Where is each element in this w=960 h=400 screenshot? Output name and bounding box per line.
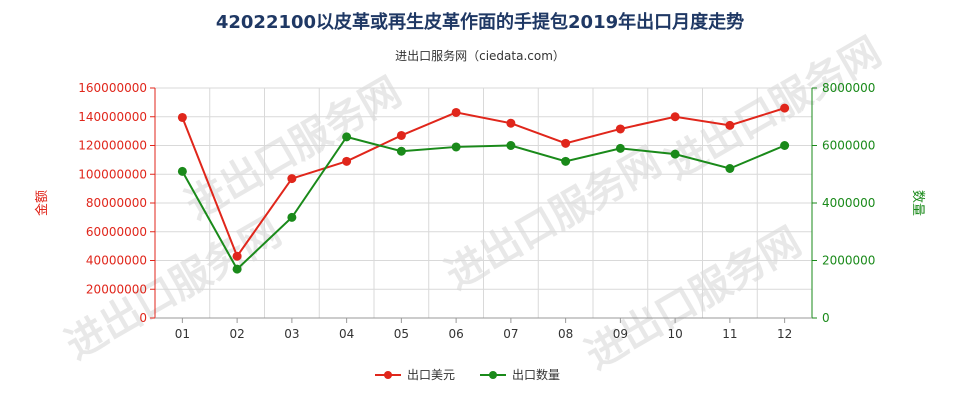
y-tick-label-left: 20000000: [86, 282, 147, 296]
x-tick-label: 03: [284, 327, 299, 341]
data-point: [670, 149, 680, 159]
data-point: [615, 143, 625, 153]
series-line: [181, 107, 785, 259]
y-tick-label-left: 100000000: [78, 167, 147, 181]
y-tick-label-left: 140000000: [78, 110, 147, 124]
watermark-text: 进出口服务网: [438, 139, 669, 299]
data-point: [287, 212, 297, 222]
data-point: [780, 141, 790, 150]
y-axis-label-right: 数量: [910, 190, 925, 216]
data-point: [177, 166, 187, 176]
data-point: [232, 264, 242, 274]
chart-subtitle: 进出口服务网（ciedata.com）: [395, 48, 565, 63]
y-ticks-left: 0 20000000 40000000 60000000 80000000 1000000…: [78, 81, 155, 325]
x-tick-label: 11: [722, 327, 737, 341]
series-line: [181, 135, 786, 271]
y-tick-label-right: 2000000: [822, 254, 875, 268]
series-2: [177, 132, 790, 274]
y-tick-label-right: 8000000: [822, 81, 875, 95]
x-tick-label: 06: [448, 327, 463, 341]
chart-title: 42022100以皮革或再生皮革作面的手提包2019年出口月度走势: [216, 11, 744, 33]
data-point: [451, 142, 461, 152]
data-point: [287, 174, 297, 184]
x-tick-label: 08: [558, 327, 573, 341]
y-tick-label-right: 0: [822, 311, 830, 325]
legend-marker: [384, 371, 392, 379]
data-point: [615, 124, 625, 134]
x-tick-label: 10: [667, 327, 682, 341]
data-point: [177, 112, 187, 122]
x-tick-label: 09: [613, 327, 628, 341]
legend-item: 出口美元: [375, 368, 455, 382]
data-point: [506, 118, 516, 128]
data-point: [342, 156, 352, 166]
legend: 出口美元 出口数量: [375, 367, 560, 382]
data-point: [232, 251, 242, 261]
data-point: [561, 138, 571, 148]
y-tick-label-left: 160000000: [78, 81, 147, 95]
y-tick-label-left: 120000000: [78, 139, 147, 153]
legend-item: 出口数量: [480, 367, 560, 382]
data-point: [780, 103, 790, 113]
x-tick-label: 05: [394, 327, 409, 341]
data-point: [396, 146, 406, 156]
legend-label: 出口数量: [512, 367, 560, 382]
data-point: [670, 112, 680, 122]
data-point: [342, 132, 352, 142]
data-point: [561, 156, 571, 166]
y-axis-label-left: 金额: [34, 190, 50, 216]
watermark-text: 进出口服务网: [578, 219, 809, 379]
x-tick-label: 04: [339, 327, 354, 341]
x-tick-label: 01: [175, 327, 190, 341]
data-point: [725, 164, 735, 173]
y-tick-label-right: 4000000: [822, 196, 875, 210]
series-layer: [177, 103, 790, 274]
watermark-text: 进出口服务网: [658, 29, 889, 189]
y-tick-label-left: 0: [139, 311, 147, 325]
data-point: [396, 130, 406, 140]
y-tick-label-left: 60000000: [86, 225, 147, 239]
x-tick-label: 02: [229, 327, 244, 341]
x-tick-label: 12: [777, 327, 792, 341]
y-ticks-right: 0 2000000 4000000 6000000 8000000: [812, 81, 875, 325]
data-point: [506, 141, 516, 150]
data-point: [451, 107, 461, 117]
legend-label: 出口美元: [407, 368, 455, 382]
x-tick-label: 07: [503, 327, 518, 341]
legend-marker: [489, 371, 497, 379]
series-1: [177, 103, 790, 261]
data-point: [725, 120, 735, 130]
y-tick-label-left: 80000000: [86, 196, 147, 210]
y-tick-label-right: 6000000: [822, 139, 875, 153]
y-tick-label-left: 40000000: [86, 254, 147, 268]
x-ticks: 01 02 03 04 05 06 07 08 09 10 11 12: [175, 318, 792, 341]
